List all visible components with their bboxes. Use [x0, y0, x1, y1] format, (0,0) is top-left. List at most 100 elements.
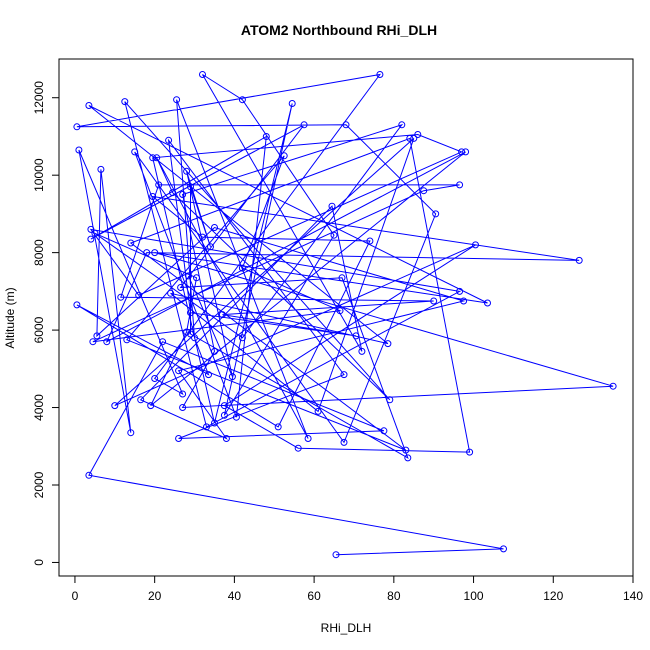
data-point [91, 229, 99, 237]
data-point [75, 146, 83, 154]
data-point [280, 152, 288, 160]
data-point [330, 231, 338, 239]
y-tick-label: 0 [32, 559, 46, 566]
data-point [484, 299, 491, 307]
x-axis-label: RHi_DLH [321, 621, 372, 635]
data-point [169, 189, 177, 197]
data-point [187, 309, 194, 317]
y-tick-label: 4000 [32, 394, 46, 421]
data-point [177, 284, 185, 291]
data-point [420, 187, 428, 195]
data-point [376, 71, 384, 78]
data-point [103, 338, 111, 346]
data-point [328, 202, 336, 210]
data-point [137, 396, 145, 404]
data-point [432, 210, 440, 218]
data-point [404, 454, 412, 462]
data-point [205, 371, 212, 379]
data-point [187, 183, 194, 191]
data-point [384, 340, 392, 348]
data-point [220, 411, 228, 419]
data-point [386, 396, 394, 404]
data-point [159, 338, 167, 346]
data-point [262, 133, 270, 140]
data-point [153, 154, 161, 162]
data-point [211, 347, 218, 355]
data-point [93, 332, 101, 340]
data-point [87, 225, 95, 233]
data-point [193, 274, 200, 282]
data-point [149, 193, 157, 200]
data-point [338, 274, 346, 282]
data-point [127, 429, 135, 437]
y-tick-label: 2000 [32, 471, 46, 498]
data-point [304, 435, 312, 442]
data-point [97, 165, 105, 173]
data-point [155, 181, 163, 189]
data-point [228, 373, 236, 381]
series-layer [76, 73, 614, 556]
data-point [149, 154, 157, 162]
data-point [340, 371, 348, 379]
y-axis-label: Altitude (m) [3, 287, 17, 348]
data-point [609, 382, 617, 390]
x-tick-label: 120 [543, 589, 563, 603]
data-point [430, 297, 438, 305]
data-point [300, 121, 308, 129]
data-point [173, 96, 181, 104]
data-point [472, 241, 479, 249]
data-point [410, 134, 418, 142]
y-tick-label: 6000 [32, 316, 46, 343]
data-point [352, 332, 360, 340]
y-tick-label: 12000 [32, 81, 46, 115]
data-point [199, 233, 206, 241]
data-point [179, 390, 187, 398]
data-point [575, 256, 583, 264]
data-point [73, 301, 81, 309]
data-point [187, 330, 194, 338]
data-point [175, 367, 183, 375]
data-point [111, 402, 119, 410]
x-tick-label: 20 [148, 589, 162, 603]
data-point [218, 311, 226, 319]
data-point [238, 264, 246, 272]
data-point [336, 307, 344, 315]
data-point [73, 123, 81, 131]
data-point [414, 131, 422, 138]
data-point [127, 239, 135, 247]
data-point [175, 435, 183, 442]
data-point [191, 334, 198, 342]
x-tick-label: 140 [623, 589, 643, 603]
data-point [85, 471, 93, 479]
data-point [167, 289, 175, 297]
data-point [117, 293, 125, 301]
data-point [165, 136, 173, 144]
points-layer [73, 71, 617, 559]
data-point [135, 291, 143, 299]
data-point [406, 134, 414, 142]
data-point [87, 235, 95, 243]
data-point [456, 181, 464, 189]
data-point [211, 419, 218, 427]
data-point [203, 423, 210, 431]
data-point [185, 272, 192, 280]
data-point [179, 404, 187, 411]
data-point [456, 287, 464, 295]
data-point [274, 423, 282, 431]
x-tick-label: 60 [307, 589, 321, 603]
data-point [179, 191, 187, 198]
data-point [89, 338, 97, 346]
data-point [232, 413, 240, 421]
data-point [314, 407, 322, 415]
data-point [460, 297, 468, 305]
data-point [402, 446, 410, 454]
data-point [131, 148, 139, 156]
data-point [207, 243, 214, 251]
data-point [220, 402, 228, 410]
y-tick-label: 10000 [32, 158, 46, 192]
data-point [358, 347, 366, 355]
data-point [183, 167, 191, 175]
series-line-0 [76, 73, 614, 556]
x-tick-label: 100 [464, 589, 484, 603]
